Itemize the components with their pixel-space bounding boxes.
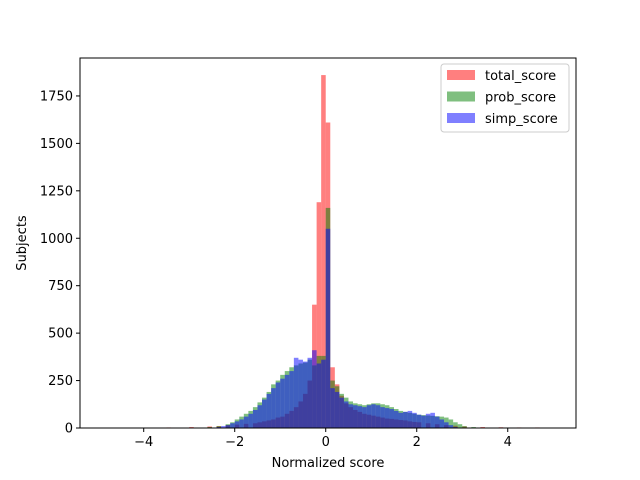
y-tick-label: 0 (65, 422, 73, 437)
bar-simp_score (421, 415, 426, 428)
bar-simp_score (334, 391, 340, 428)
bar-simp_score (248, 413, 253, 428)
bar-simp_score (271, 388, 276, 428)
bar-simp_score (262, 399, 267, 428)
y-tick-label: 1750 (40, 89, 73, 104)
bar-simp_score (357, 406, 363, 428)
bar-simp_score (384, 408, 390, 428)
bar-simp_score (380, 407, 385, 428)
legend-swatch-prob_score (447, 91, 475, 102)
bar-simp_score (293, 357, 299, 428)
bar-prob_score (448, 419, 454, 428)
bar-simp_score (353, 405, 358, 428)
bar-simp_score (289, 371, 294, 428)
bar-simp_score (243, 416, 249, 428)
bar-simp_score (252, 409, 258, 428)
bar-simp_score (366, 405, 372, 428)
bar-total_score (321, 75, 326, 428)
bar-simp_score (330, 388, 335, 428)
bar-simp_score (434, 416, 440, 428)
bar-simp_score (280, 378, 285, 428)
bar-simp_score (284, 374, 290, 428)
x-tick-label: 2 (413, 435, 421, 450)
bar-simp_score (348, 404, 354, 428)
bar-simp_score (375, 405, 381, 428)
y-tick-label: 1500 (40, 137, 73, 152)
bar-simp_score (430, 412, 435, 428)
bar-simp_score (266, 393, 272, 428)
bar-simp_score (448, 425, 454, 428)
x-tick-label: 0 (322, 435, 330, 450)
bar-simp_score (425, 413, 431, 428)
y-tick-label: 1250 (40, 184, 73, 199)
legend-label-prob_score: prob_score (485, 91, 556, 106)
bar-simp_score (371, 404, 376, 428)
bar-simp_score (257, 405, 263, 428)
bar-prob_score (462, 426, 467, 428)
y-axis-label: Subjects (15, 215, 30, 271)
bar-simp_score (239, 419, 244, 428)
bar-total_score (316, 202, 322, 428)
x-tick-label: 4 (504, 435, 512, 450)
bar-simp_score (221, 426, 226, 428)
y-tick-label: 500 (48, 327, 73, 342)
bar-prob_score (457, 424, 463, 428)
x-axis-label: Normalized score (272, 456, 385, 471)
bar-simp_score (393, 410, 399, 428)
y-tick-label: 750 (48, 279, 73, 294)
bar-simp_score (398, 412, 404, 428)
bar-simp_score (307, 357, 313, 428)
bar-simp_score (302, 361, 308, 428)
bar-simp_score (389, 409, 394, 428)
y-tick-label: 250 (48, 374, 73, 389)
x-axis-ticks: −4 −2 0 2 4 (134, 428, 512, 450)
bar-simp_score (298, 359, 303, 428)
bar-simp_score (316, 363, 322, 428)
y-axis-ticks: 0 250 500 750 1000 1250 1500 1750 (40, 89, 80, 437)
bar-simp_score (275, 382, 281, 428)
bar-simp_score (321, 359, 326, 428)
x-tick-label: −2 (225, 435, 244, 450)
bar-simp_score (234, 421, 240, 428)
legend-label-total_score: total_score (485, 69, 556, 84)
bar-simp_score (412, 412, 417, 428)
bar-simp_score (407, 410, 413, 428)
bar-simp_score (439, 419, 445, 428)
bar-simp_score (416, 414, 422, 428)
y-tick-label: 1000 (40, 232, 73, 247)
legend-swatch-simp_score (447, 113, 475, 123)
bars-group (166, 75, 540, 428)
legend-label-simp_score: simp_score (485, 112, 558, 127)
legend: total_score prob_score simp_score (440, 63, 570, 133)
legend-swatch-total_score (447, 70, 475, 80)
plot-frame (79, 57, 577, 429)
bar-simp_score (225, 425, 231, 428)
bar-prob_score (453, 422, 458, 428)
bar-simp_score (343, 401, 349, 428)
bar-simp_score (312, 350, 317, 428)
bar-simp_score (230, 423, 235, 428)
x-tick-label: −4 (134, 435, 153, 450)
bar-simp_score (444, 422, 449, 428)
legend-items: total_score prob_score simp_score (447, 69, 558, 127)
bar-simp_score (339, 397, 344, 428)
bar-simp_score (403, 411, 408, 428)
bar-simp_score (325, 228, 331, 428)
bar-simp_score (362, 407, 367, 428)
